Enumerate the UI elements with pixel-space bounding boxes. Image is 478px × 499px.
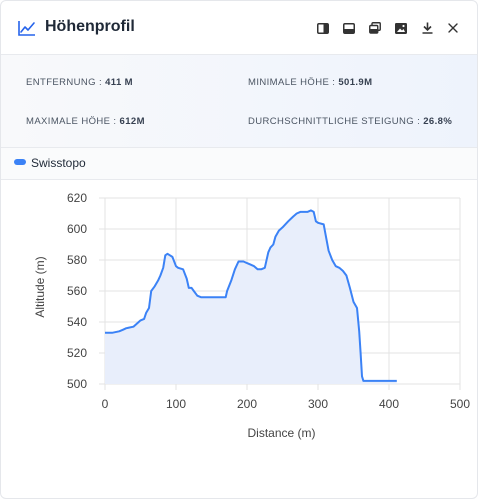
y-tick-label: 600 bbox=[67, 222, 87, 236]
legend-bar bbox=[1, 148, 477, 180]
float-window-icon bbox=[369, 22, 381, 34]
float-window-button[interactable] bbox=[366, 19, 384, 37]
image-export-button[interactable] bbox=[392, 19, 410, 37]
dock-bottom-button[interactable] bbox=[340, 19, 358, 37]
legend-label[interactable]: Swisstopo bbox=[31, 156, 86, 170]
y-axis-title: Altitude (m) bbox=[33, 256, 47, 317]
y-tick-label: 560 bbox=[67, 284, 87, 298]
x-tick-label: 300 bbox=[308, 397, 328, 411]
x-tick-label: 0 bbox=[102, 397, 109, 411]
elevation-chart: 0 100 200 300 400 500 500 520 540 560 580 600 620 Dis… bbox=[33, 191, 470, 440]
min-height-stat: MINIMALE HÖHE : 501.9M bbox=[248, 77, 372, 88]
avg-slope-stat: DURCHSCHNITTLICHE STEIGUNG : 26.8% bbox=[248, 116, 452, 127]
download-icon bbox=[422, 22, 432, 34]
dock-right-icon bbox=[317, 22, 329, 34]
min-height-value: 501.9M bbox=[338, 77, 373, 88]
y-tick-label: 520 bbox=[67, 346, 87, 360]
max-height-value: 612M bbox=[119, 116, 145, 127]
image-icon bbox=[395, 22, 407, 34]
distance-stat: ENTFERNUNG : 411 M bbox=[26, 77, 133, 88]
panel-title: Höhenprofil bbox=[45, 18, 135, 35]
series-line-swisstopo bbox=[105, 209, 397, 382]
panel-header: Höhenprofil bbox=[1, 1, 477, 55]
avg-slope-label: DURCHSCHNITTLICHE STEIGUNG : bbox=[248, 116, 421, 127]
x-axis-title: Distance (m) bbox=[247, 426, 315, 440]
close-icon bbox=[448, 23, 458, 33]
x-tick-label: 200 bbox=[237, 397, 257, 411]
min-height-label: MINIMALE HÖHE : bbox=[248, 77, 336, 88]
dock-bottom-icon bbox=[343, 22, 355, 34]
x-tick-label: 100 bbox=[166, 397, 186, 411]
max-height-label: MAXIMALE HÖHE : bbox=[26, 116, 117, 127]
max-height-stat: MAXIMALE HÖHE : 612M bbox=[26, 116, 145, 127]
y-tick-label: 620 bbox=[67, 191, 87, 205]
x-tick-label: 400 bbox=[379, 397, 399, 411]
dock-right-button[interactable] bbox=[314, 19, 332, 37]
download-button[interactable] bbox=[418, 19, 436, 37]
distance-label: ENTFERNUNG : bbox=[26, 77, 103, 88]
y-tick-label: 540 bbox=[67, 315, 87, 329]
y-tick-label: 500 bbox=[67, 377, 87, 391]
close-button[interactable] bbox=[444, 19, 462, 37]
distance-value: 411 M bbox=[105, 77, 133, 88]
x-tick-label: 500 bbox=[450, 397, 470, 411]
line-chart-icon bbox=[18, 21, 35, 36]
y-tick-label: 580 bbox=[67, 253, 87, 267]
avg-slope-value: 26.8% bbox=[423, 116, 453, 127]
legend-swatch[interactable] bbox=[14, 159, 26, 165]
elevation-area bbox=[105, 210, 397, 384]
stats-section bbox=[1, 55, 477, 148]
